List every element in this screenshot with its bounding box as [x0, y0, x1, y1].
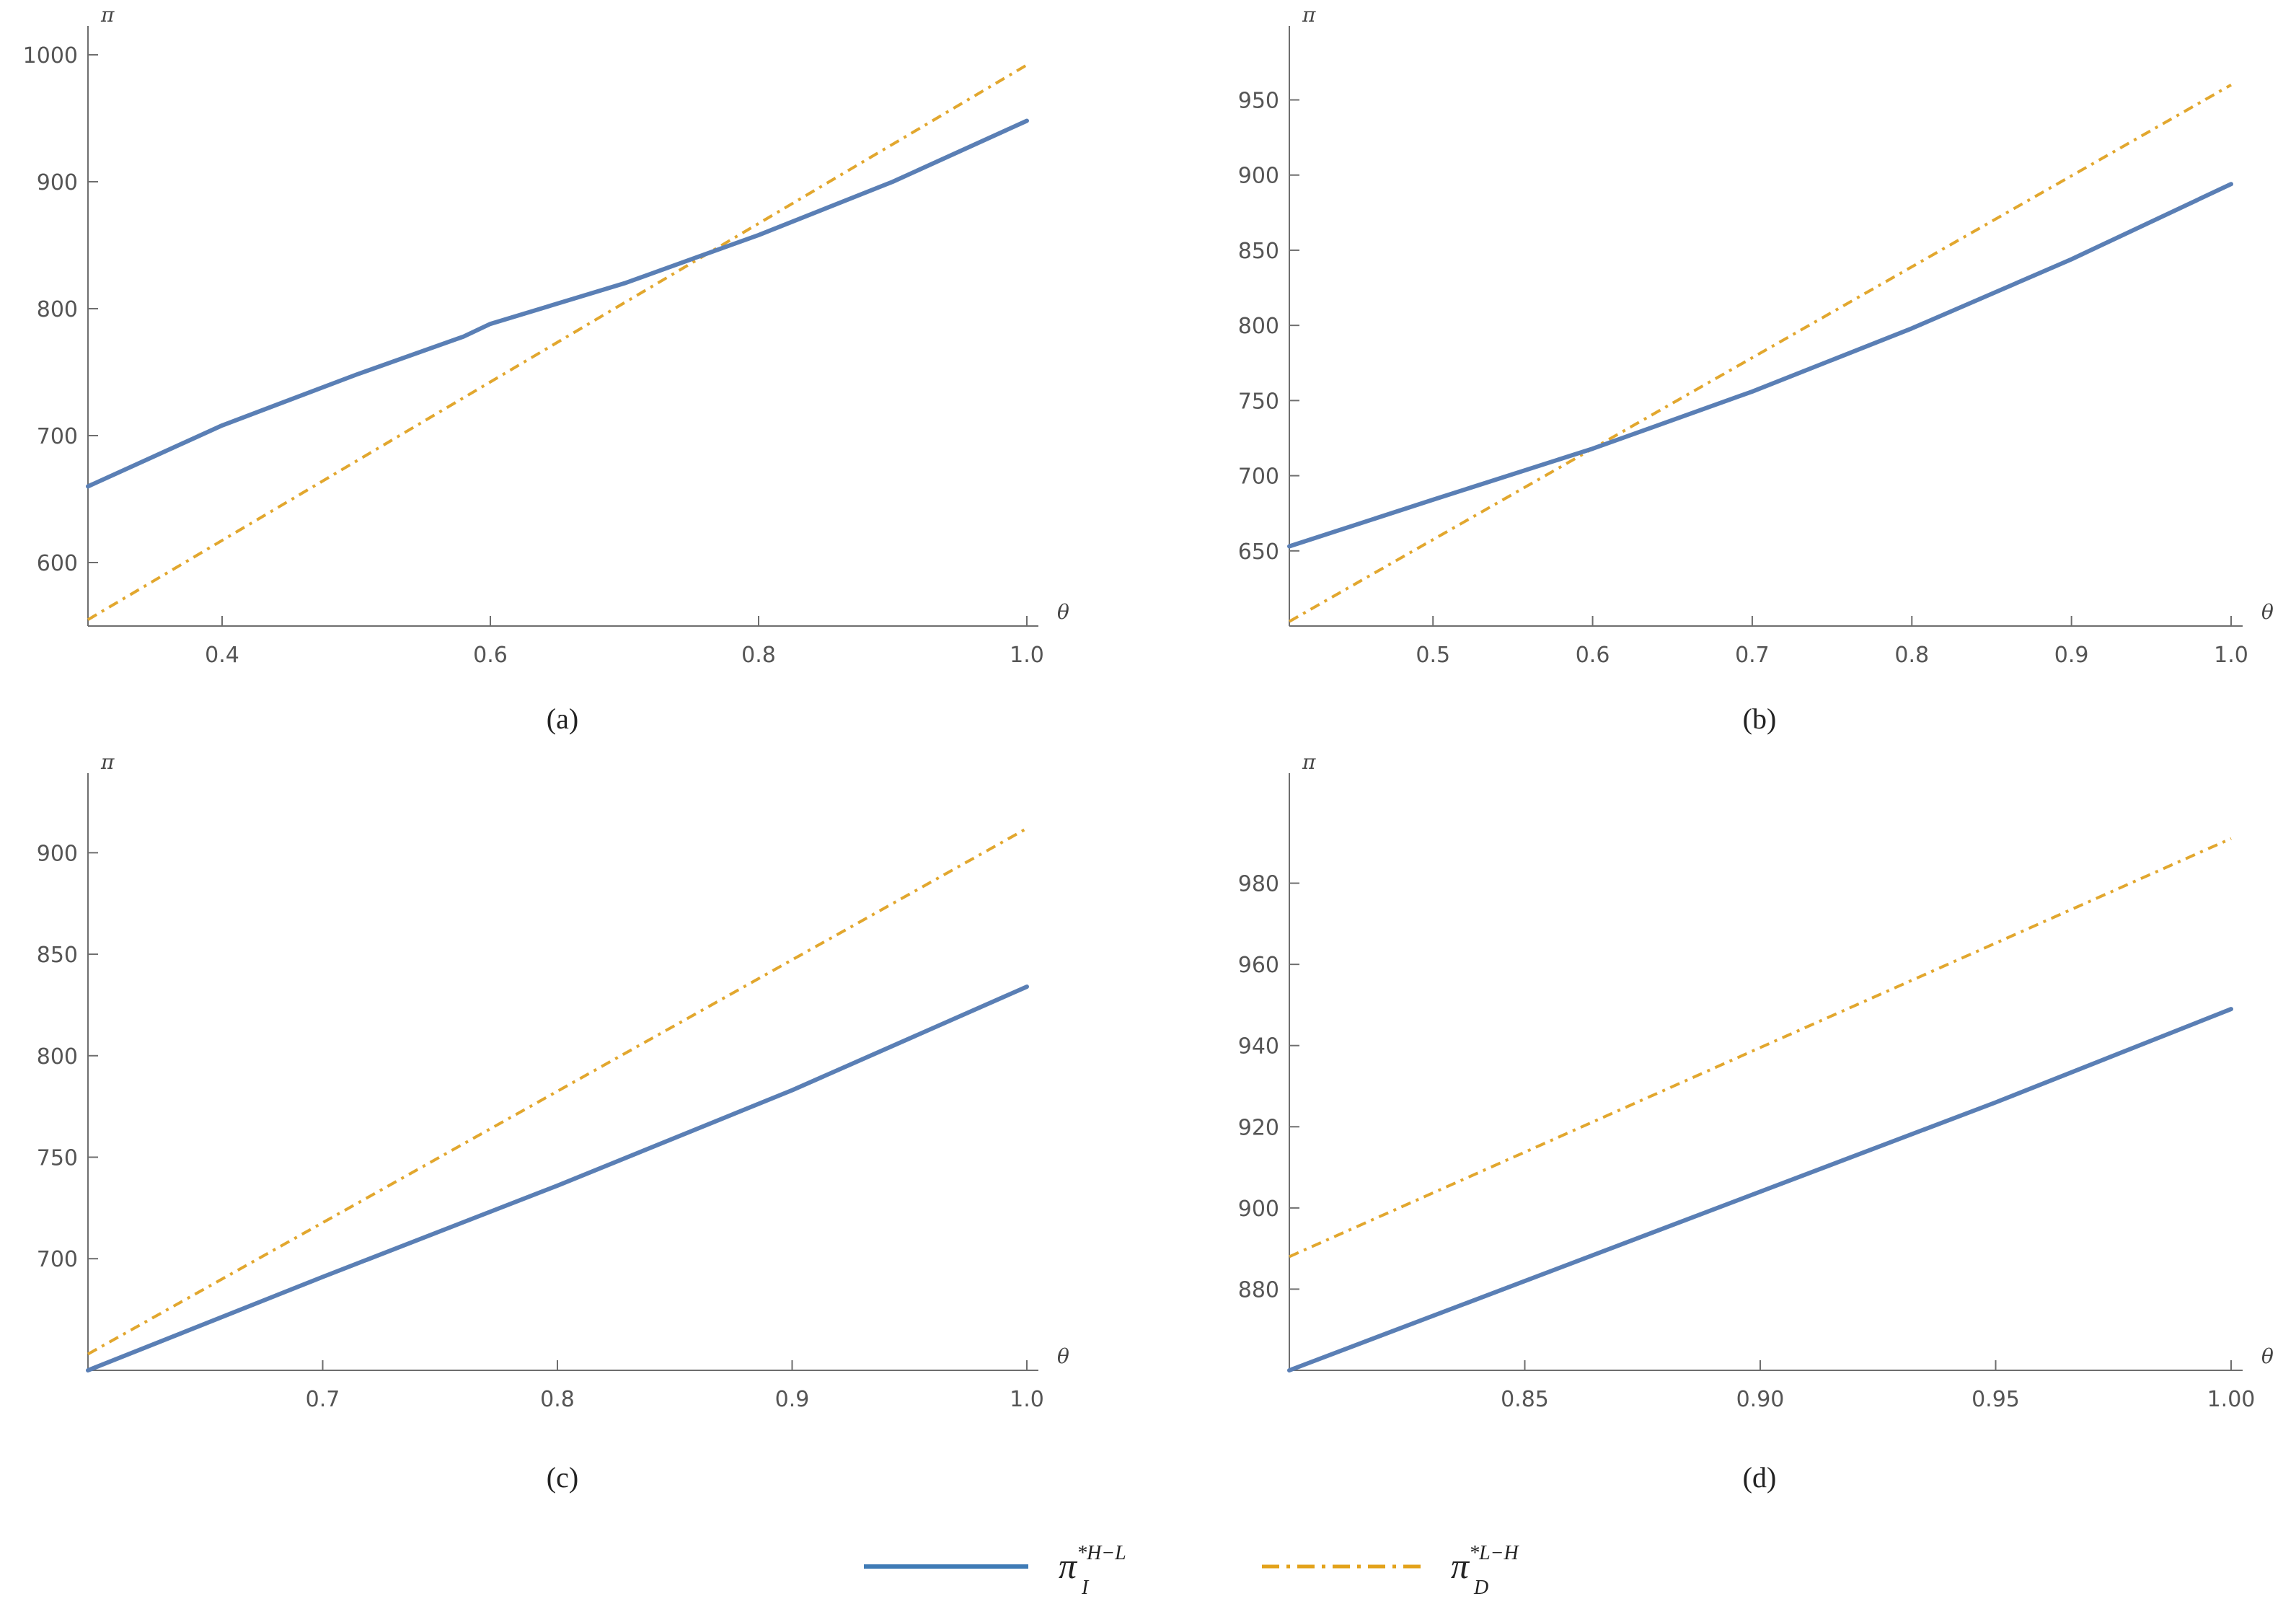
- legend-superscript-pi-d: *L−H: [1469, 1542, 1519, 1564]
- y-axis-label-d: π: [1302, 750, 1316, 774]
- y-axis-label-b: π: [1302, 3, 1316, 27]
- x-tick-label-b: 0.9: [2054, 643, 2089, 668]
- legend-label-pi-d: π*L−H D: [1451, 1542, 1520, 1599]
- y-tick-label-d: 940: [1238, 1034, 1279, 1059]
- panel-caption-c: (c): [547, 1461, 578, 1494]
- y-tick-label-b: 750: [1238, 389, 1279, 414]
- y-tick-label-b: 950: [1238, 89, 1279, 114]
- x-tick-label-c: 0.8: [540, 1387, 575, 1412]
- x-tick-label-a: 0.8: [741, 643, 776, 668]
- panel-caption-d: (d): [1743, 1461, 1777, 1494]
- x-axis-label-b: θ: [2261, 600, 2274, 624]
- y-tick-label-b: 850: [1238, 239, 1279, 264]
- legend-subscript-pi-i: I: [1081, 1577, 1090, 1599]
- x-tick-label-a: 0.4: [205, 643, 239, 668]
- x-axis-label-c: θ: [1057, 1344, 1069, 1368]
- legend-superscript-pi-i: *H−L: [1077, 1542, 1126, 1564]
- x-tick-label-c: 0.9: [775, 1387, 810, 1412]
- y-tick-label-c: 700: [37, 1247, 78, 1272]
- y-tick-label-d: 980: [1238, 872, 1279, 897]
- y-tick-label-b: 800: [1238, 314, 1279, 339]
- x-tick-label-b: 0.6: [1576, 643, 1610, 668]
- legend-symbol-pi-i: π: [1059, 1546, 1078, 1586]
- legend-symbol-pi-d: π: [1451, 1546, 1470, 1586]
- y-tick-label-a: 900: [37, 170, 78, 195]
- series-line-pi-i-b: [1287, 182, 2233, 549]
- x-tick-label-b: 1.0: [2214, 643, 2248, 668]
- x-tick-label-d: 0.90: [1736, 1387, 1785, 1412]
- legend-subscript-pi-d: D: [1473, 1577, 1488, 1599]
- x-tick-label-d: 0.95: [1972, 1387, 2020, 1412]
- y-tick-label-d: 900: [1238, 1197, 1279, 1222]
- y-tick-label-d: 960: [1238, 953, 1279, 978]
- y-axis-label-c: π: [100, 750, 115, 774]
- series-line-pi-d-b: [1289, 83, 2232, 623]
- panel-caption-a: (a): [547, 702, 578, 735]
- x-tick-label-b: 0.7: [1735, 643, 1770, 668]
- y-tick-label-d: 920: [1238, 1115, 1279, 1140]
- series-line-pi-d-a: [87, 63, 1028, 621]
- x-tick-label-d: 0.85: [1501, 1387, 1549, 1412]
- y-tick-label-c: 800: [37, 1044, 78, 1070]
- x-axis-label-d: θ: [2261, 1344, 2274, 1368]
- y-tick-label-b: 650: [1238, 539, 1279, 565]
- y-tick-label-c: 850: [37, 943, 78, 968]
- legend-label-pi-i: π*H−L I: [1059, 1542, 1126, 1599]
- y-tick-label-c: 900: [37, 841, 78, 866]
- y-tick-label-d: 880: [1238, 1277, 1279, 1303]
- x-tick-label-a: 0.6: [473, 643, 508, 668]
- legend: π*H−L I π*L−H D: [864, 1542, 1520, 1599]
- series-line-pi-d-c: [87, 827, 1028, 1356]
- y-tick-label-a: 700: [37, 424, 78, 449]
- panel-a: 600 700 800 900 1000 0.4 0.6 0.8 1.0 π θ (a): [23, 3, 1069, 735]
- panel-caption-b: (b): [1743, 702, 1777, 735]
- x-tick-label-b: 0.8: [1894, 643, 1929, 668]
- y-tick-label-b: 700: [1238, 464, 1279, 490]
- x-tick-label-c: 0.7: [306, 1387, 340, 1412]
- x-tick-label-a: 1.0: [1010, 643, 1044, 668]
- y-tick-label-a: 800: [37, 297, 78, 322]
- y-tick-label-c: 750: [37, 1146, 78, 1171]
- x-tick-label-c: 1.0: [1010, 1387, 1044, 1412]
- series-line-pi-i-a: [86, 118, 1029, 489]
- y-tick-label-b: 900: [1238, 164, 1279, 189]
- series-line-pi-i-d: [1287, 1007, 2233, 1372]
- x-axis-label-a: θ: [1057, 600, 1069, 624]
- panel-b: 650 700 750 800 850 900 950 0.5 0.6 0.7 0.8 0.9 1.0 π…: [1238, 3, 2274, 735]
- y-tick-label-a: 1000: [23, 43, 78, 69]
- series-line-pi-i-c: [86, 984, 1029, 1372]
- series-line-pi-d-d: [1289, 837, 2232, 1259]
- x-tick-label-d: 1.00: [2207, 1387, 2256, 1412]
- panel-d: 880 900 920 940 960 980 0.85 0.90 0.95 1.00 π θ (d): [1238, 750, 2274, 1494]
- y-tick-label-a: 600: [37, 551, 78, 576]
- panel-c: 700 750 800 850 900 0.7 0.8 0.9 1.0 π θ (c): [37, 750, 1069, 1494]
- y-axis-label-a: π: [100, 3, 115, 27]
- x-tick-label-b: 0.5: [1416, 643, 1450, 668]
